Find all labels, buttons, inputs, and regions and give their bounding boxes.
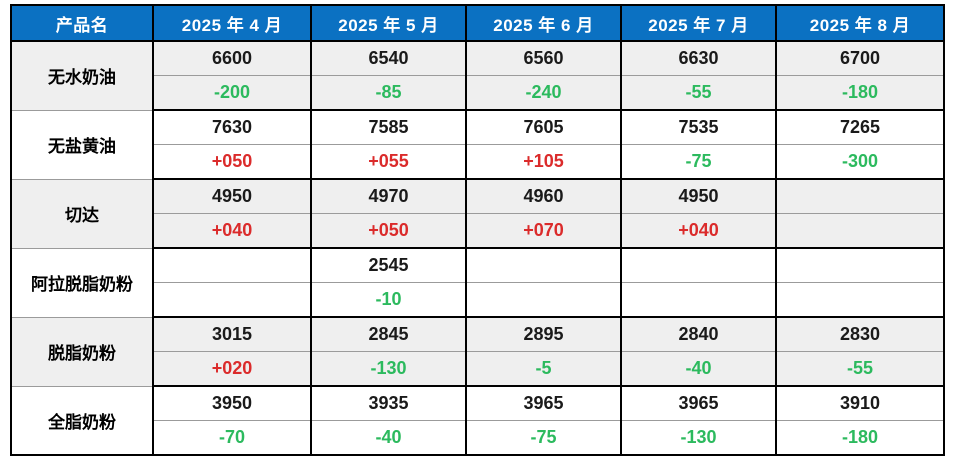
product-name-cell: 阿拉脱脂奶粉 <box>10 248 154 318</box>
change-cell: -10 <box>310 282 467 318</box>
price-cell: 3015 <box>152 317 312 352</box>
price-cell: 2895 <box>465 317 622 352</box>
change-cell: -40 <box>310 420 467 456</box>
price-cell: 4960 <box>465 179 622 214</box>
change-cell: +050 <box>152 144 312 180</box>
header-month-april: 2025 年 4 月 <box>152 5 312 42</box>
change-row: +040 +050 +070 +040 <box>11 213 945 249</box>
change-cell: +050 <box>310 213 467 249</box>
change-cell <box>775 213 945 249</box>
change-cell: -240 <box>465 75 622 111</box>
price-cell: 7265 <box>775 110 945 145</box>
header-product-name: 产品名 <box>10 5 154 42</box>
price-cell: 2830 <box>775 317 945 352</box>
price-cell: 6540 <box>310 41 467 76</box>
price-cell: 4970 <box>310 179 467 214</box>
price-row: 阿拉脱脂奶粉 2545 <box>10 248 945 318</box>
change-cell: +040 <box>620 213 777 249</box>
table-body: 无水奶油 6600 6540 6560 6630 6700 -200 -85 -… <box>10 41 945 456</box>
change-cell: +020 <box>152 351 312 387</box>
change-cell <box>775 282 945 318</box>
change-cell: -40 <box>620 351 777 387</box>
price-cell: 3965 <box>465 386 622 421</box>
change-cell <box>152 282 312 318</box>
change-cell: -85 <box>310 75 467 111</box>
product-name-cell: 无水奶油 <box>10 41 154 111</box>
change-cell: -180 <box>775 75 945 111</box>
change-cell: -55 <box>620 75 777 111</box>
price-row: 切达 4950 4970 4960 4950 <box>10 179 945 249</box>
price-row: 无盐黄油 7630 7585 7605 7535 7265 <box>10 110 945 180</box>
price-cell: 3950 <box>152 386 312 421</box>
price-cell <box>620 248 777 283</box>
change-cell <box>465 282 622 318</box>
header-month-may: 2025 年 5 月 <box>310 5 467 42</box>
header-month-june: 2025 年 6 月 <box>465 5 622 42</box>
price-cell: 7585 <box>310 110 467 145</box>
change-cell: -130 <box>620 420 777 456</box>
price-cell: 2845 <box>310 317 467 352</box>
price-cell: 3910 <box>775 386 945 421</box>
price-cell: 4950 <box>620 179 777 214</box>
change-cell: -75 <box>620 144 777 180</box>
price-row: 脱脂奶粉 3015 2845 2895 2840 2830 <box>10 317 945 387</box>
header-month-august: 2025 年 8 月 <box>775 5 945 42</box>
price-cell: 4950 <box>152 179 312 214</box>
change-cell: -180 <box>775 420 945 456</box>
change-cell <box>620 282 777 318</box>
change-cell: +070 <box>465 213 622 249</box>
change-cell: -75 <box>465 420 622 456</box>
change-cell: +105 <box>465 144 622 180</box>
change-cell: -300 <box>775 144 945 180</box>
change-row: -70 -40 -75 -130 -180 <box>11 420 945 456</box>
product-name-cell: 全脂奶粉 <box>10 386 154 456</box>
price-cell <box>775 248 945 283</box>
price-cell: 3935 <box>310 386 467 421</box>
price-cell: 7535 <box>620 110 777 145</box>
price-row: 无水奶油 6600 6540 6560 6630 6700 <box>10 41 945 111</box>
product-name-cell: 无盐黄油 <box>10 110 154 180</box>
change-cell: -130 <box>310 351 467 387</box>
change-cell: -55 <box>775 351 945 387</box>
change-row: -10 <box>11 282 945 318</box>
change-row: -200 -85 -240 -55 -180 <box>11 75 945 111</box>
change-cell: +055 <box>310 144 467 180</box>
price-row: 全脂奶粉 3950 3935 3965 3965 3910 <box>10 386 945 456</box>
price-cell: 6700 <box>775 41 945 76</box>
product-name-cell: 切达 <box>10 179 154 249</box>
price-cell: 7605 <box>465 110 622 145</box>
price-cell: 3965 <box>620 386 777 421</box>
product-name-cell: 脱脂奶粉 <box>10 317 154 387</box>
price-cell <box>465 248 622 283</box>
dairy-price-table: 产品名 2025 年 4 月 2025 年 5 月 2025 年 6 月 202… <box>10 4 945 456</box>
price-cell <box>775 179 945 214</box>
header-row: 产品名 2025 年 4 月 2025 年 5 月 2025 年 6 月 202… <box>10 5 945 42</box>
price-cell: 2840 <box>620 317 777 352</box>
price-cell: 7630 <box>152 110 312 145</box>
change-cell: -200 <box>152 75 312 111</box>
price-cell: 6560 <box>465 41 622 76</box>
change-cell: -5 <box>465 351 622 387</box>
change-cell: +040 <box>152 213 312 249</box>
price-cell: 6630 <box>620 41 777 76</box>
change-row: +050 +055 +105 -75 -300 <box>11 144 945 180</box>
price-cell: 2545 <box>310 248 467 283</box>
header-month-july: 2025 年 7 月 <box>620 5 777 42</box>
price-cell <box>152 248 312 283</box>
price-cell: 6600 <box>152 41 312 76</box>
change-row: +020 -130 -5 -40 -55 <box>11 351 945 387</box>
change-cell: -70 <box>152 420 312 456</box>
